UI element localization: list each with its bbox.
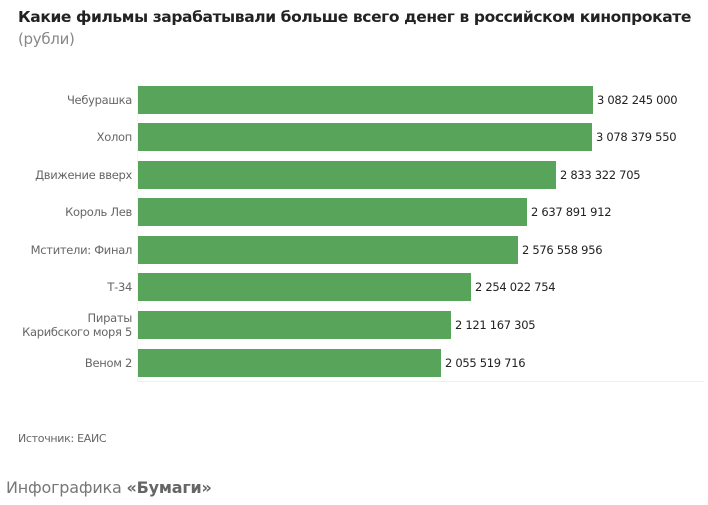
category-label: Веном 2 (84, 356, 132, 370)
value-label: 2 576 558 956 (522, 243, 603, 257)
bar-row: Мстители: Финал 2 576 558 956 (0, 235, 708, 265)
source-note: Источник: ЕАИС (18, 432, 107, 445)
bar (138, 161, 556, 189)
bar (138, 86, 593, 114)
bar (138, 349, 441, 377)
bar-row: Пираты Карибского моря 5 2 121 167 305 (0, 310, 708, 340)
category-label: Мстители: Финал (30, 243, 133, 257)
bar (138, 123, 592, 151)
brand-name: «Бумаги» (126, 478, 212, 497)
value-label: 3 078 379 550 (596, 130, 677, 144)
infographic-credit: Инфографика «Бумаги» (6, 478, 212, 497)
bar-row: Чебурашка 3 082 245 000 (0, 85, 708, 115)
value-label: 2 833 322 705 (560, 168, 641, 182)
value-label: 2 254 022 754 (475, 280, 556, 294)
value-label: 3 082 245 000 (597, 93, 678, 107)
bar-row: Холоп 3 078 379 550 (0, 122, 708, 152)
bar (138, 273, 471, 301)
category-label: Движение вверх (35, 168, 132, 182)
bar-chart: Чебурашка 3 082 245 000 Холоп 3 078 379 … (0, 84, 708, 384)
chart-subtitle: (рубли) (18, 30, 75, 48)
x-axis-line (138, 381, 704, 382)
bar (138, 236, 518, 264)
bar (138, 311, 451, 339)
bar-row: Т-34 2 254 022 754 (0, 272, 708, 302)
y-axis-line (137, 84, 138, 382)
category-label: Чебурашка (66, 93, 132, 107)
value-label: 2 055 519 716 (445, 356, 526, 370)
category-label: Король Лев (65, 205, 132, 219)
bar-row: Веном 2 2 055 519 716 (0, 348, 708, 378)
category-label: Пираты Карибского моря 5 (22, 311, 132, 339)
category-label: Т-34 (107, 280, 132, 294)
bar-row: Король Лев 2 637 891 912 (0, 197, 708, 227)
chart-title: Какие фильмы зарабатывали больше всего д… (18, 8, 692, 26)
category-label: Холоп (96, 130, 133, 144)
value-label: 2 637 891 912 (531, 205, 612, 219)
value-label: 2 121 167 305 (455, 318, 536, 332)
bar (138, 198, 527, 226)
bar-row: Движение вверх 2 833 322 705 (0, 160, 708, 190)
